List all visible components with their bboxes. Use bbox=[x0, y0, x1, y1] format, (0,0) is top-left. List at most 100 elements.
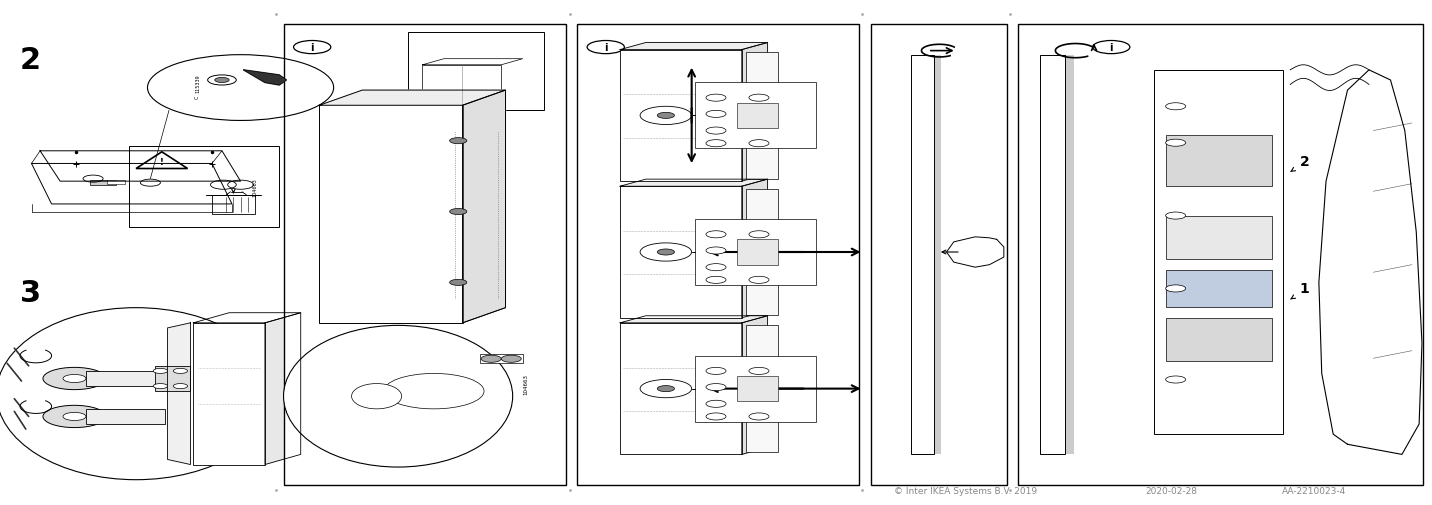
Bar bbox=[746, 326, 778, 452]
Circle shape bbox=[63, 413, 86, 421]
Circle shape bbox=[1166, 285, 1186, 292]
Circle shape bbox=[384, 374, 484, 409]
Polygon shape bbox=[1319, 71, 1422, 454]
Circle shape bbox=[749, 413, 769, 420]
Bar bbox=[737, 104, 778, 129]
Circle shape bbox=[153, 384, 168, 389]
Bar bbox=[90, 181, 116, 185]
Circle shape bbox=[173, 369, 188, 374]
Polygon shape bbox=[620, 43, 768, 51]
Bar bbox=[620, 187, 742, 318]
Bar bbox=[480, 355, 523, 364]
Bar bbox=[1040, 56, 1065, 455]
Text: 2: 2 bbox=[1300, 155, 1309, 169]
Text: 104663: 104663 bbox=[523, 373, 528, 394]
Bar bbox=[620, 50, 742, 182]
Polygon shape bbox=[319, 91, 505, 106]
Polygon shape bbox=[620, 180, 768, 187]
Circle shape bbox=[657, 386, 674, 392]
Ellipse shape bbox=[284, 326, 513, 467]
Polygon shape bbox=[947, 237, 1004, 268]
Bar bbox=[408, 33, 544, 111]
Circle shape bbox=[63, 375, 86, 383]
Circle shape bbox=[450, 138, 467, 144]
Circle shape bbox=[706, 231, 726, 238]
Text: 1: 1 bbox=[1300, 282, 1309, 296]
Circle shape bbox=[640, 380, 692, 398]
Text: 3: 3 bbox=[20, 278, 42, 308]
Bar bbox=[155, 366, 190, 391]
Text: 115339: 115339 bbox=[195, 74, 200, 92]
Circle shape bbox=[1166, 140, 1186, 147]
Text: AA-2210023-4: AA-2210023-4 bbox=[1282, 486, 1346, 495]
Bar bbox=[737, 240, 778, 265]
Polygon shape bbox=[742, 43, 768, 182]
Bar bbox=[1166, 318, 1272, 362]
Circle shape bbox=[657, 113, 674, 119]
Circle shape bbox=[43, 368, 106, 390]
Text: 104663: 104663 bbox=[252, 177, 258, 196]
Circle shape bbox=[706, 247, 726, 255]
Circle shape bbox=[749, 368, 769, 375]
Circle shape bbox=[450, 280, 467, 286]
Text: i: i bbox=[311, 43, 314, 53]
Bar bbox=[1166, 136, 1272, 187]
Bar bbox=[147, 185, 173, 189]
Bar bbox=[86, 371, 165, 386]
Polygon shape bbox=[243, 71, 286, 86]
Bar bbox=[165, 185, 182, 188]
Ellipse shape bbox=[0, 308, 275, 480]
Circle shape bbox=[749, 95, 769, 102]
Circle shape bbox=[706, 140, 726, 147]
Circle shape bbox=[481, 356, 501, 363]
Bar bbox=[86, 409, 165, 424]
Circle shape bbox=[501, 356, 521, 363]
Text: 2: 2 bbox=[20, 46, 42, 75]
Bar bbox=[746, 189, 778, 316]
Polygon shape bbox=[742, 316, 768, 454]
Bar bbox=[1166, 216, 1272, 260]
Bar bbox=[695, 83, 816, 149]
Bar bbox=[620, 323, 742, 454]
Circle shape bbox=[208, 76, 236, 86]
Bar bbox=[577, 25, 859, 485]
Circle shape bbox=[1166, 213, 1186, 220]
Polygon shape bbox=[168, 323, 190, 465]
Circle shape bbox=[749, 277, 769, 284]
Bar bbox=[737, 376, 778, 401]
Circle shape bbox=[749, 231, 769, 238]
Polygon shape bbox=[265, 313, 301, 465]
Bar bbox=[1065, 56, 1074, 455]
Bar bbox=[284, 25, 566, 485]
Bar bbox=[129, 146, 279, 227]
Circle shape bbox=[706, 384, 726, 391]
Text: C: C bbox=[195, 96, 200, 99]
Polygon shape bbox=[742, 180, 768, 318]
Circle shape bbox=[1166, 376, 1186, 383]
Bar bbox=[1166, 271, 1272, 307]
Text: i: i bbox=[604, 43, 607, 53]
Text: i: i bbox=[1110, 43, 1113, 53]
Circle shape bbox=[706, 277, 726, 284]
Text: !: ! bbox=[160, 158, 163, 167]
Circle shape bbox=[173, 384, 188, 389]
Bar bbox=[422, 66, 501, 104]
Bar bbox=[107, 181, 125, 184]
Ellipse shape bbox=[352, 384, 401, 409]
Circle shape bbox=[749, 140, 769, 147]
Circle shape bbox=[1166, 104, 1186, 111]
Circle shape bbox=[706, 111, 726, 118]
Bar bbox=[695, 220, 816, 285]
Circle shape bbox=[450, 209, 467, 215]
Circle shape bbox=[640, 107, 692, 125]
Circle shape bbox=[640, 243, 692, 262]
Polygon shape bbox=[463, 91, 505, 323]
Circle shape bbox=[706, 413, 726, 420]
Circle shape bbox=[153, 369, 168, 374]
Circle shape bbox=[657, 249, 674, 256]
Text: 2020-02-28: 2020-02-28 bbox=[1146, 486, 1197, 495]
Circle shape bbox=[43, 406, 106, 428]
Bar bbox=[746, 53, 778, 179]
Circle shape bbox=[706, 368, 726, 375]
Bar bbox=[319, 106, 463, 323]
